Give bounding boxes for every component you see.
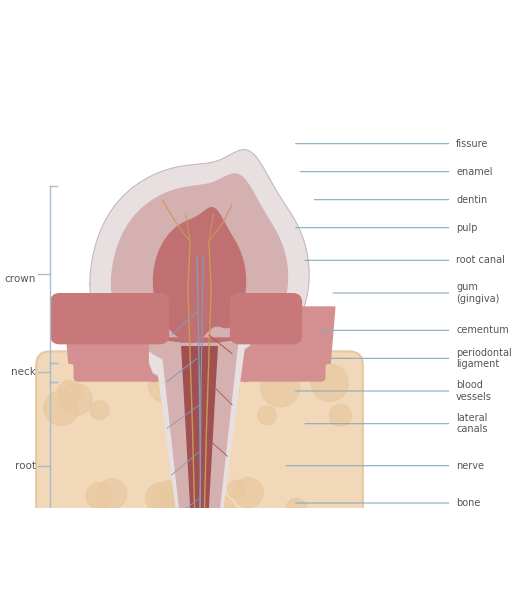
Text: Tooth anatomy: Tooth anatomy: [141, 547, 373, 575]
Text: fissure: fissure: [456, 139, 489, 149]
Circle shape: [258, 406, 277, 425]
Text: cementum: cementum: [456, 325, 509, 335]
Circle shape: [197, 437, 215, 454]
Circle shape: [220, 380, 239, 400]
Text: pulp: pulp: [456, 223, 478, 233]
Circle shape: [194, 493, 236, 535]
Circle shape: [286, 499, 307, 520]
Text: root canal: root canal: [456, 256, 505, 265]
Circle shape: [261, 367, 300, 407]
Polygon shape: [153, 332, 246, 542]
Polygon shape: [182, 347, 217, 538]
Polygon shape: [244, 307, 335, 382]
Text: lateral
canals: lateral canals: [456, 413, 488, 434]
Circle shape: [223, 507, 242, 526]
Text: blood
vessels: blood vessels: [456, 380, 492, 402]
Circle shape: [167, 480, 198, 512]
FancyBboxPatch shape: [230, 293, 302, 344]
Text: crown: crown: [5, 274, 36, 284]
Polygon shape: [111, 173, 288, 367]
Circle shape: [103, 525, 128, 550]
Circle shape: [219, 508, 241, 529]
Polygon shape: [153, 338, 246, 342]
Circle shape: [151, 481, 189, 518]
Text: periodontal
ligament: periodontal ligament: [456, 347, 512, 369]
Circle shape: [149, 368, 183, 403]
Polygon shape: [64, 307, 155, 382]
Circle shape: [44, 391, 78, 425]
Text: root: root: [15, 461, 36, 470]
Circle shape: [170, 510, 199, 539]
Circle shape: [228, 480, 246, 499]
Circle shape: [329, 404, 352, 426]
Circle shape: [178, 402, 200, 424]
Text: dentin: dentin: [456, 194, 487, 205]
Circle shape: [129, 512, 163, 545]
Text: nerve: nerve: [456, 461, 484, 470]
Polygon shape: [90, 149, 309, 383]
Circle shape: [142, 506, 181, 545]
Circle shape: [233, 478, 263, 508]
Text: neck: neck: [11, 367, 36, 377]
Circle shape: [146, 482, 176, 513]
FancyBboxPatch shape: [36, 352, 363, 566]
Polygon shape: [161, 337, 238, 541]
FancyBboxPatch shape: [74, 316, 325, 382]
Circle shape: [60, 383, 92, 415]
Circle shape: [311, 364, 348, 401]
Circle shape: [97, 479, 127, 509]
Circle shape: [58, 380, 81, 404]
Circle shape: [86, 483, 112, 509]
Text: gum
(gingiva): gum (gingiva): [456, 282, 500, 304]
FancyBboxPatch shape: [50, 293, 169, 344]
Text: bone: bone: [456, 498, 481, 508]
Circle shape: [241, 521, 282, 562]
Polygon shape: [153, 207, 246, 343]
Text: enamel: enamel: [456, 167, 493, 176]
Circle shape: [90, 401, 109, 419]
